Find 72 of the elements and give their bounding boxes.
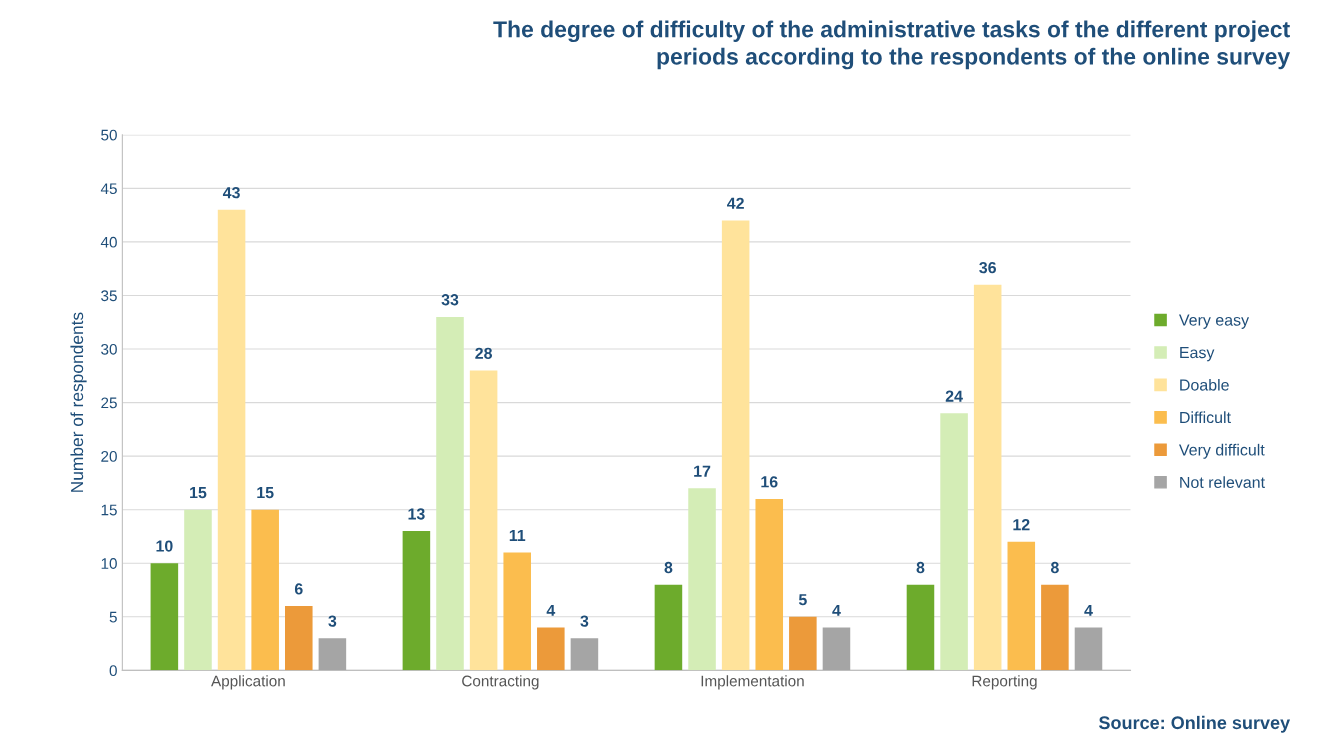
data-label: 3 <box>580 615 589 627</box>
data-label: 4 <box>546 604 556 616</box>
bar <box>150 563 179 671</box>
y-tick-label: 25 <box>101 397 117 409</box>
data-label: 13 <box>408 508 425 520</box>
legend-label: Not relevant <box>1180 476 1265 489</box>
bar <box>755 498 784 671</box>
bar <box>285 606 313 671</box>
x-tick-label: Application <box>211 675 285 690</box>
y-tick-label: 20 <box>101 451 117 462</box>
y-tick-label: 5 <box>109 611 117 623</box>
bar <box>217 209 246 671</box>
y-tick-label: 45 <box>100 183 117 195</box>
data-label: 15 <box>190 487 207 499</box>
data-label: 42 <box>727 197 744 209</box>
legend-label: Very difficult <box>1178 443 1265 459</box>
legend-label: Easy <box>1180 347 1215 362</box>
data-label: 12 <box>1013 519 1030 531</box>
bar <box>789 616 817 671</box>
data-label: 5 <box>798 594 807 606</box>
x-tick-label: Contracting <box>462 675 539 690</box>
y-axis-title: Number of respondents <box>70 312 87 492</box>
bar <box>822 627 851 671</box>
y-tick-label: 15 <box>101 504 117 516</box>
data-label: 33 <box>441 294 459 306</box>
data-label: 3 <box>328 615 337 627</box>
bar <box>503 552 531 671</box>
bar <box>654 584 683 671</box>
bar <box>721 220 750 671</box>
y-tick-label: 0 <box>109 665 117 677</box>
chart-title: The degree of difficulty of the administrative tasks of the different project periods according to the respondents of the online survey <box>493 20 1291 70</box>
bar <box>940 413 968 671</box>
data-label: 17 <box>694 465 711 477</box>
bar <box>688 488 716 671</box>
y-tick-label: 35 <box>101 290 117 302</box>
bar <box>906 584 935 671</box>
y-tick-label: 50 <box>101 129 117 141</box>
bar <box>184 509 212 671</box>
x-tick-label: Implementation <box>701 675 804 690</box>
data-label: 10 <box>156 540 173 552</box>
legend-label: Difficult <box>1180 411 1231 424</box>
bar <box>570 638 599 671</box>
bar <box>1074 627 1103 671</box>
x-tick-label: Reporting <box>972 675 1037 690</box>
data-label: 8 <box>1050 561 1059 574</box>
data-label: 8 <box>664 561 673 574</box>
bar <box>402 531 431 671</box>
bar <box>537 627 565 671</box>
data-label: 36 <box>979 261 996 274</box>
y-tick-label: 10 <box>101 558 117 569</box>
source-note: Source: Online survey <box>1098 715 1291 733</box>
data-label: 8 <box>916 561 925 574</box>
bar <box>251 509 279 671</box>
data-label: 4 <box>1084 604 1093 616</box>
data-label: 11 <box>509 529 526 541</box>
data-label: 6 <box>294 583 303 595</box>
bar <box>1007 541 1036 671</box>
data-label: 43 <box>222 186 240 199</box>
bar <box>318 638 347 671</box>
data-label: 28 <box>475 347 492 359</box>
y-tick-label: 40 <box>100 236 117 248</box>
legend-label: Very easy <box>1178 314 1250 329</box>
y-tick-label: 30 <box>101 343 117 355</box>
bar <box>973 284 1002 671</box>
data-label: 24 <box>945 390 963 402</box>
legend-label: Doable <box>1180 378 1229 391</box>
bar <box>469 370 498 671</box>
data-label: 15 <box>257 487 274 499</box>
data-label: 16 <box>761 476 778 488</box>
bar <box>1041 584 1069 671</box>
data-label: 4 <box>832 604 841 616</box>
bar <box>436 316 464 671</box>
